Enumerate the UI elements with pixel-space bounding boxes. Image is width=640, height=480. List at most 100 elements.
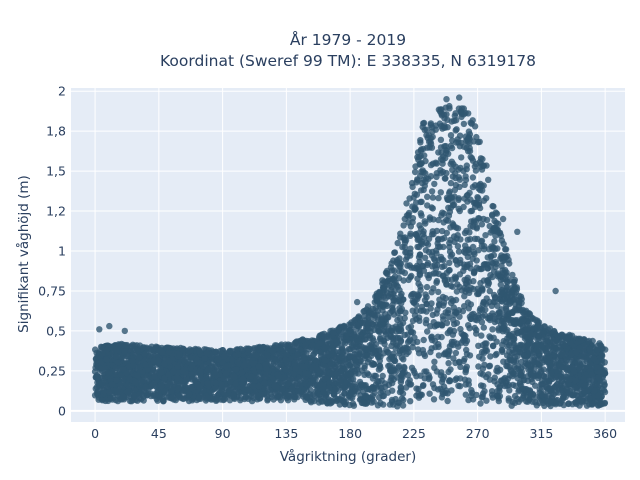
- data-point: [458, 154, 465, 161]
- data-point: [447, 179, 455, 187]
- data-point: [421, 352, 429, 360]
- data-point: [442, 104, 449, 111]
- data-point: [486, 287, 493, 295]
- data-point: [394, 239, 401, 247]
- data-point: [397, 263, 404, 271]
- data-point: [395, 362, 403, 370]
- data-point: [591, 387, 598, 394]
- data-point: [231, 373, 238, 380]
- data-point: [258, 391, 265, 398]
- data-point: [452, 256, 459, 264]
- data-point: [519, 322, 526, 329]
- data-point: [479, 187, 486, 194]
- data-point: [372, 372, 380, 380]
- data-point: [422, 247, 430, 254]
- data-point: [465, 381, 472, 388]
- data-point: [466, 352, 474, 359]
- data-point: [598, 360, 606, 368]
- data-point: [512, 344, 519, 351]
- data-point: [428, 204, 435, 211]
- data-point: [468, 311, 475, 318]
- data-point: [492, 351, 499, 359]
- data-point: [462, 133, 469, 140]
- data-point: [457, 108, 465, 115]
- data-point: [244, 386, 252, 393]
- data-point: [525, 320, 532, 327]
- data-point: [346, 401, 353, 409]
- data-point: [490, 291, 498, 299]
- data-point: [418, 146, 425, 153]
- data-point: [486, 314, 493, 322]
- data-point: [543, 373, 550, 380]
- data-point: [601, 381, 608, 388]
- data-point: [435, 341, 442, 348]
- data-point: [457, 256, 464, 264]
- data-point: [448, 118, 455, 125]
- data-point: [513, 284, 520, 291]
- data-point: [442, 309, 449, 316]
- data-point: [420, 120, 427, 127]
- data-point: [479, 371, 487, 378]
- data-point: [388, 267, 396, 274]
- data-point: [321, 363, 329, 370]
- data-point: [98, 364, 105, 372]
- data-point: [506, 348, 513, 355]
- data-point: [568, 351, 575, 358]
- data-point: [282, 392, 289, 400]
- data-point: [424, 241, 432, 248]
- data-point: [379, 277, 386, 284]
- data-point: [340, 398, 347, 405]
- data-point: [391, 249, 399, 256]
- data-point: [357, 353, 364, 360]
- data-point: [478, 332, 485, 339]
- data-point: [486, 362, 494, 369]
- data-point: [249, 382, 257, 390]
- data-point: [407, 245, 414, 252]
- data-point: [447, 377, 454, 385]
- data-point: [410, 299, 417, 306]
- data-point: [269, 348, 276, 355]
- data-point: [128, 398, 135, 405]
- data-point: [108, 381, 116, 388]
- data-point: [332, 386, 339, 393]
- data-point: [489, 342, 497, 349]
- data-point: [136, 342, 144, 349]
- data-point: [478, 221, 486, 228]
- data-point: [397, 338, 405, 345]
- data-point: [421, 368, 428, 375]
- data-point: [337, 367, 345, 375]
- data-point: [343, 363, 351, 370]
- data-point: [454, 340, 461, 347]
- data-point: [396, 234, 404, 241]
- data-point: [420, 336, 427, 344]
- data-point: [417, 283, 424, 290]
- data-point: [526, 347, 533, 355]
- chart-subtitle: Koordinat (Sweref 99 TM): E 338335, N 63…: [160, 52, 536, 70]
- data-point: [466, 147, 474, 155]
- data-point: [398, 376, 405, 384]
- data-point: [576, 344, 583, 352]
- data-point: [398, 395, 406, 402]
- data-point: [239, 380, 246, 388]
- data-point: [401, 344, 409, 351]
- data-point: [516, 292, 523, 300]
- data-point: [461, 376, 469, 383]
- data-point: [375, 366, 383, 373]
- data-point: [590, 378, 597, 385]
- data-point: [113, 377, 120, 384]
- data-point: [563, 386, 570, 393]
- data-point: [565, 400, 572, 407]
- data-point: [473, 326, 480, 334]
- data-point: [497, 366, 504, 373]
- data-point: [361, 362, 368, 370]
- data-point: [430, 396, 438, 403]
- data-point: [392, 334, 400, 342]
- data-point: [106, 388, 113, 396]
- data-point: [299, 336, 306, 343]
- data-point: [321, 357, 328, 364]
- data-point: [479, 301, 487, 308]
- data-point: [461, 248, 468, 255]
- data-point: [348, 342, 356, 349]
- data-point: [429, 160, 437, 167]
- data-point: [598, 351, 606, 358]
